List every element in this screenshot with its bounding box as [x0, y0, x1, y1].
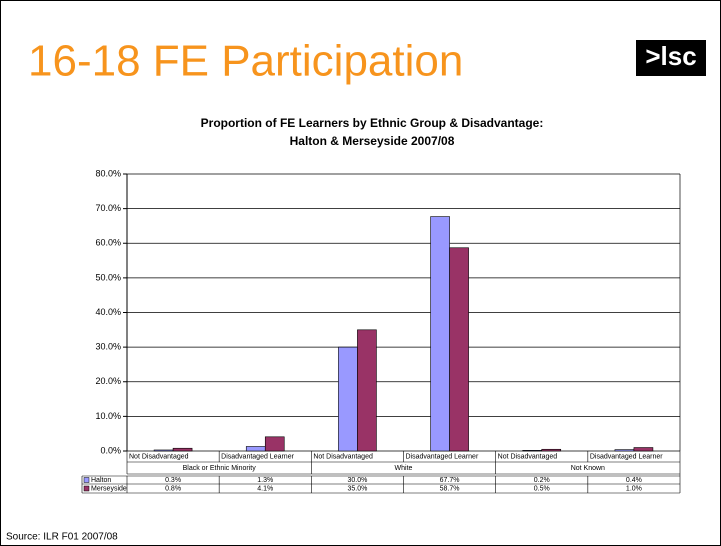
y-tick-label: 60.0%: [95, 238, 121, 248]
y-tick-label: 80.0%: [95, 168, 121, 178]
legend-label: Merseyside: [91, 485, 127, 492]
bar: [245, 446, 266, 452]
bar: [430, 216, 450, 452]
legend-swatch: [83, 477, 90, 483]
table-value: 4.1%: [257, 485, 273, 492]
x-tick-label: Disadvantaged Learner: [221, 453, 294, 460]
group-label: Black or Ethnic Minority: [183, 465, 257, 472]
y-tick-label: 50.0%: [95, 272, 121, 282]
y-tick-label: 40.0%: [95, 307, 121, 317]
logo: >lsc: [645, 41, 696, 71]
group-label: White: [395, 465, 413, 472]
table-value: 0.5%: [534, 485, 550, 492]
bar: [449, 247, 469, 452]
bar: [153, 449, 174, 452]
legend-swatch: [83, 485, 90, 492]
group-label: Not Known: [571, 465, 605, 472]
table-value: 35.0%: [347, 485, 367, 492]
logo-box: [636, 40, 706, 76]
table-value: 0.4%: [626, 477, 642, 484]
table-value: 0.8%: [165, 485, 181, 492]
x-tick-label: Disadvantaged Learner: [590, 453, 663, 460]
y-tick-label: 10.0%: [95, 411, 121, 421]
table-value: 0.3%: [165, 477, 181, 484]
table-value: 0.2%: [534, 477, 550, 484]
bar: [357, 329, 377, 452]
bar: [633, 447, 654, 452]
bar: [614, 449, 635, 452]
table-value: 1.3%: [257, 477, 273, 484]
x-tick-label: Disadvantaged Learner: [406, 453, 479, 460]
table-value: 58.7%: [440, 485, 460, 492]
x-tick-label: Not Disadvantaged: [129, 453, 189, 460]
y-tick-label: 30.0%: [95, 342, 121, 352]
y-tick-label: 70.0%: [95, 203, 121, 213]
table-value: 30.0%: [347, 477, 367, 484]
bar: [338, 346, 358, 452]
table-value: 1.0%: [626, 485, 642, 492]
bar: [522, 450, 543, 452]
source: Source: ILR F01 2007/08: [6, 532, 118, 543]
x-tick-label: Not Disadvantaged: [498, 453, 558, 460]
chart-title: Proportion of FE Learners by Ethnic Grou…: [201, 116, 544, 130]
chart-title: Halton & Merseyside 2007/08: [290, 134, 455, 148]
y-tick-label: 20.0%: [95, 376, 121, 386]
bar: [264, 436, 285, 452]
bar: [172, 447, 193, 452]
x-tick-label: Not Disadvantaged: [313, 453, 373, 460]
y-tick-label: 0.0%: [100, 445, 121, 455]
legend-label: Halton: [91, 477, 111, 484]
table-value: 67.7%: [440, 477, 460, 484]
heading: 16-18 FE Participation: [28, 37, 463, 86]
bar: [541, 448, 562, 452]
